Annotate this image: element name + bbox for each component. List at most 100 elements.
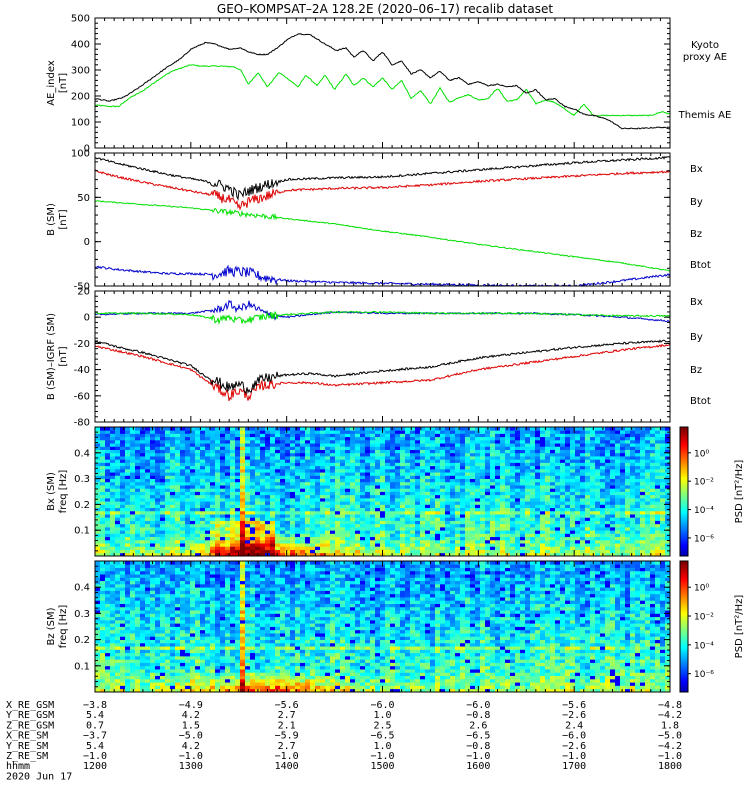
spectrogram-cell: [365, 543, 371, 547]
spectrogram-cell: [115, 436, 121, 441]
spectrogram-cell: [420, 452, 426, 457]
spectrogram-cell: [520, 494, 526, 499]
spectrogram-cell: [185, 549, 191, 554]
spectrogram-cell: [175, 533, 181, 538]
spectrogram-cell: [535, 497, 541, 502]
spectrogram-cell: [320, 472, 326, 476]
spectrogram-cell: [160, 494, 166, 499]
spectrogram-cell: [155, 514, 161, 518]
spectrogram-cell: [570, 456, 576, 460]
spectrogram-cell: [340, 462, 346, 467]
spectrogram-cell: [620, 443, 626, 447]
spectrogram-cell: [110, 488, 116, 492]
spectrogram-cell: [625, 485, 631, 489]
spectrogram-cell: [520, 514, 526, 518]
spectrogram-cell: [325, 452, 331, 457]
spectrogram-cell: [180, 436, 186, 441]
spectrogram-cell: [555, 494, 561, 499]
spectrogram-cell: [360, 449, 366, 454]
spectrogram-cell: [340, 546, 346, 550]
spectrogram-cell: [445, 465, 451, 470]
spectrogram-cell: [125, 475, 131, 480]
spectrogram-cell: [235, 507, 241, 512]
spectrogram-cell: [345, 465, 351, 470]
spectrogram-cell: [560, 530, 566, 534]
spectrogram-cell: [125, 514, 131, 518]
spectrogram-cell: [260, 468, 266, 473]
spectrogram-cell: [325, 494, 331, 499]
spectrogram-cell: [640, 514, 646, 518]
spectrogram-cell: [630, 491, 636, 496]
spectrogram-cell: [515, 433, 521, 438]
spectrogram-cell: [155, 478, 161, 483]
spectrogram-cell: [185, 507, 191, 512]
spectrogram-cell: [365, 536, 371, 541]
spectrogram-cell: [170, 552, 176, 557]
spectrogram-cell: [245, 430, 251, 434]
spectrogram-cell: [140, 456, 146, 460]
spectrogram-cell: [595, 430, 601, 434]
spectrogram-cell: [285, 543, 291, 547]
spectrogram-cell: [370, 465, 376, 470]
spectrogram-cell: [385, 449, 391, 454]
spectrogram-cell: [625, 459, 631, 463]
spectrogram-cell: [630, 481, 636, 486]
spectrogram-cell: [635, 517, 641, 521]
spectrogram-cell: [280, 501, 286, 505]
spectrogram-cell: [460, 517, 466, 521]
spectrogram-cell: [430, 462, 436, 467]
spectrogram-cell: [405, 427, 411, 431]
spectrogram-cell: [485, 510, 491, 515]
spectrogram-cell: [525, 446, 531, 450]
spectrogram-cell: [470, 468, 476, 473]
spectrogram-cell: [380, 510, 386, 515]
spectrogram-cell: [520, 465, 526, 470]
spectrogram-cell: [155, 433, 161, 438]
spectrogram-cell: [130, 430, 136, 434]
spectrogram-cell: [470, 443, 476, 447]
spectrogram-cell: [270, 520, 276, 525]
spectrogram-cell: [415, 549, 421, 554]
spectrogram-cell: [480, 449, 486, 454]
spectrogram-cell: [510, 472, 516, 476]
spectrogram-cell: [180, 481, 186, 486]
spectrogram-cell: [290, 439, 296, 444]
spectrogram-cell: [520, 501, 526, 505]
spectrogram-cell: [510, 536, 516, 541]
spectrogram-cell: [515, 462, 521, 467]
spectrogram-cell: [215, 485, 221, 489]
spectrogram-cell: [180, 462, 186, 467]
spectrogram-cell: [245, 504, 251, 509]
spectrogram-cell: [400, 459, 406, 463]
y-tick-label: 200: [71, 92, 90, 103]
spectrogram-cell: [130, 523, 136, 528]
spectrogram-cell: [115, 478, 121, 483]
spectrogram-cell: [385, 436, 391, 441]
spectrogram-cell: [190, 472, 196, 476]
spectrogram-cell: [435, 543, 441, 547]
spectrogram-cell: [120, 504, 126, 509]
spectrogram-cell: [450, 552, 456, 557]
spectrogram-cell: [545, 530, 551, 534]
spectrogram-cell: [450, 530, 456, 534]
spectrogram-cell: [340, 488, 346, 492]
spectrogram-cell: [530, 468, 536, 473]
spectrogram-cell: [215, 488, 221, 492]
spectrogram-cell: [490, 494, 496, 499]
spectrogram-cell: [440, 497, 446, 502]
spectrogram-cell: [640, 501, 646, 505]
spectrogram-cell: [115, 427, 121, 431]
spectrogram-cell: [345, 459, 351, 463]
spectrogram-cell: [190, 517, 196, 521]
spectrogram-cell: [540, 449, 546, 454]
spectrogram-cell: [275, 459, 281, 463]
spectrogram-cell: [640, 481, 646, 486]
spectrogram-cell: [320, 504, 326, 509]
spectrogram-cell: [600, 523, 606, 528]
spectrogram-cell: [295, 439, 301, 444]
spectrogram-cell: [420, 462, 426, 467]
spectrogram-cell: [275, 472, 281, 476]
spectrogram-cell: [495, 497, 501, 502]
spectrogram-cell: [365, 494, 371, 499]
